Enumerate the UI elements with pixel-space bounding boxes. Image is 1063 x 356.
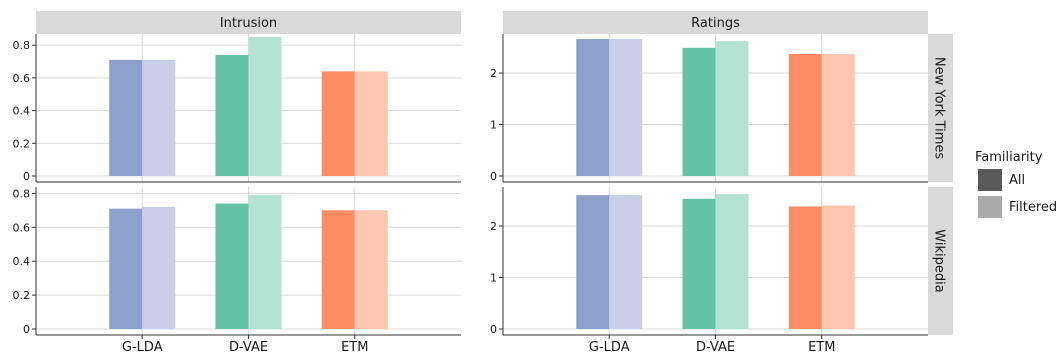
bar-intrusion-new-york-times-etm-filtered bbox=[354, 71, 388, 176]
y-tick-label: 0.2 bbox=[13, 137, 31, 150]
bar-ratings-new-york-times-g-lda-filtered bbox=[609, 39, 643, 176]
bar-ratings-wikipedia-g-lda-filtered bbox=[609, 195, 643, 329]
bar-intrusion-wikipedia-g-lda-all bbox=[109, 208, 143, 329]
column-strip-ratings bbox=[503, 11, 928, 34]
y-tick-label: 1 bbox=[490, 119, 497, 132]
y-tick-label: 0 bbox=[490, 323, 497, 336]
x-tick-label-g-lda: G-LDA bbox=[589, 340, 630, 355]
x-tick-label-etm: ETM bbox=[808, 340, 835, 355]
y-tick-label: 0.6 bbox=[13, 221, 31, 234]
y-tick-label: 0.8 bbox=[13, 187, 31, 200]
y-tick-label: 0 bbox=[23, 323, 30, 336]
row-strip-label-new-york-times: New York Times bbox=[932, 57, 947, 159]
y-tick-label: 2 bbox=[490, 220, 497, 233]
y-tick-label: 0.2 bbox=[13, 289, 31, 302]
row-strip-new-york-times bbox=[928, 34, 953, 182]
bar-intrusion-wikipedia-d-vae-filtered bbox=[248, 195, 282, 329]
y-tick-label: 0.4 bbox=[13, 255, 31, 268]
y-tick-label: 0 bbox=[23, 170, 30, 183]
legend-label-all: All bbox=[1009, 173, 1025, 188]
bar-intrusion-new-york-times-d-vae-filtered bbox=[248, 37, 282, 176]
bar-ratings-new-york-times-etm-filtered bbox=[821, 53, 855, 176]
x-tick-label-etm: ETM bbox=[341, 340, 368, 355]
x-tick-label-d-vae: D-VAE bbox=[229, 340, 268, 355]
bar-intrusion-wikipedia-etm-all bbox=[321, 210, 355, 329]
bar-intrusion-new-york-times-d-vae-all bbox=[215, 54, 249, 176]
bar-intrusion-new-york-times-g-lda-filtered bbox=[142, 59, 176, 176]
bar-intrusion-wikipedia-etm-filtered bbox=[354, 210, 388, 329]
bar-ratings-new-york-times-d-vae-all bbox=[682, 47, 716, 176]
row-strip-label-wikipedia: Wikipedia bbox=[932, 229, 947, 292]
y-tick-label: 0.8 bbox=[13, 39, 31, 52]
bar-intrusion-wikipedia-d-vae-all bbox=[215, 203, 249, 329]
bar-ratings-wikipedia-etm-filtered bbox=[821, 205, 855, 329]
bar-ratings-wikipedia-d-vae-filtered bbox=[715, 194, 749, 329]
column-strip-intrusion bbox=[36, 11, 461, 34]
bar-ratings-new-york-times-g-lda-all bbox=[576, 39, 610, 176]
y-tick-label: 2 bbox=[490, 67, 497, 80]
y-tick-label: 1 bbox=[490, 272, 497, 285]
bar-intrusion-wikipedia-g-lda-filtered bbox=[142, 206, 176, 329]
y-tick-label: 0.4 bbox=[13, 105, 31, 118]
legend-swatch-filtered bbox=[978, 196, 1002, 218]
x-tick-label-d-vae: D-VAE bbox=[696, 340, 735, 355]
y-tick-label: 0 bbox=[490, 170, 497, 183]
legend-title: Familiarity bbox=[975, 150, 1043, 165]
bar-ratings-wikipedia-etm-all bbox=[788, 206, 822, 329]
bar-ratings-wikipedia-d-vae-all bbox=[682, 198, 716, 329]
column-strip-label-intrusion: Intrusion bbox=[220, 16, 277, 31]
y-tick-label: 0.6 bbox=[13, 72, 31, 85]
x-tick-label-g-lda: G-LDA bbox=[122, 340, 163, 355]
column-strip-label-ratings: Ratings bbox=[691, 16, 740, 31]
bar-ratings-new-york-times-etm-all bbox=[788, 53, 822, 176]
legend-swatch-all bbox=[978, 169, 1002, 191]
bar-ratings-new-york-times-d-vae-filtered bbox=[715, 41, 749, 177]
bar-intrusion-new-york-times-g-lda-all bbox=[109, 59, 143, 176]
bar-intrusion-new-york-times-etm-all bbox=[321, 71, 355, 176]
legend-label-filtered: Filtered bbox=[1009, 200, 1057, 215]
bar-ratings-wikipedia-g-lda-all bbox=[576, 195, 610, 329]
row-strip-wikipedia bbox=[928, 187, 953, 335]
